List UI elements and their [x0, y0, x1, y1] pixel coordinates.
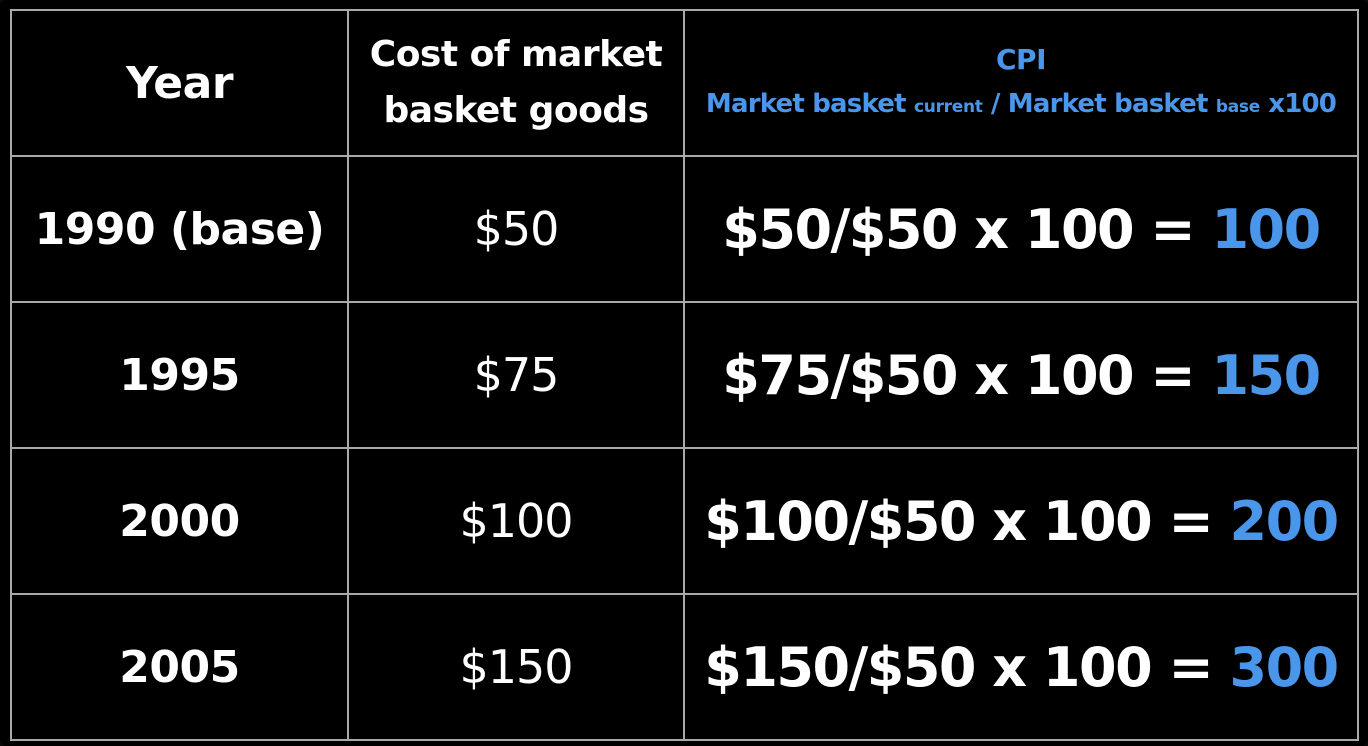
header-cost: Cost of market basket goods [350, 27, 682, 139]
cpi-cell: $150/$50 x 100 = 300 [683, 593, 1359, 741]
cpi-table: Year Cost of market basket goods CPI Mar… [10, 9, 1359, 741]
cost-value: $150 [459, 640, 573, 694]
year-cell: 2005 [10, 593, 349, 741]
cost-value: $75 [473, 348, 560, 402]
header-year: Year [125, 57, 234, 109]
table-row: 2000 $100 $100/$50 x 100 = 200 [10, 447, 1359, 595]
year-value: 2000 [119, 495, 240, 547]
cpi-cell: $100/$50 x 100 = 200 [683, 447, 1359, 595]
table-row: 2005 $150 $150/$50 x 100 = 300 [10, 593, 1359, 741]
cpi-formula-text: $100/$50 x 100 = [704, 489, 1230, 553]
year-value: 1995 [119, 349, 240, 401]
cost-cell: $50 [347, 155, 685, 303]
formula-sub-current: current [913, 96, 983, 117]
year-value: 1990 (base) [34, 203, 325, 255]
year-cell: 1995 [10, 301, 349, 449]
cost-cell: $150 [347, 593, 685, 741]
cpi-result: 150 [1211, 343, 1321, 407]
header-cpi-title: CPI [996, 42, 1047, 76]
header-cpi-cell: CPI Market basket current / Market baske… [683, 9, 1359, 157]
cpi-result: 200 [1229, 489, 1340, 553]
formula-sub-base: base [1215, 96, 1260, 117]
year-cell: 2000 [10, 447, 349, 595]
cpi-calculation: $75/$50 x 100 = 150 [722, 343, 1321, 407]
cost-cell: $75 [347, 301, 685, 449]
header-cpi: CPI Market basket current / Market baske… [686, 38, 1356, 129]
cost-cell: $100 [347, 447, 685, 595]
formula-part3: x100 [1259, 88, 1337, 119]
header-cost-line1: Cost of market [369, 34, 663, 75]
table-row: 1995 $75 $75/$50 x 100 = 150 [10, 301, 1359, 449]
header-year-cell: Year [10, 9, 349, 157]
header-cost-line2: basket goods [383, 90, 649, 131]
formula-part2: / Market basket [982, 88, 1216, 119]
cost-value: $50 [473, 202, 560, 256]
year-cell: 1990 (base) [10, 155, 349, 303]
table-row: 1990 (base) $50 $50/$50 x 100 = 100 [10, 155, 1359, 303]
formula-part1: Market basket [705, 88, 914, 119]
cpi-formula-text: $150/$50 x 100 = [704, 635, 1230, 699]
header-cpi-formula: Market basket current / Market basket ba… [686, 82, 1356, 129]
cpi-calculation: $50/$50 x 100 = 100 [722, 197, 1321, 261]
cpi-calculation: $100/$50 x 100 = 200 [704, 489, 1340, 553]
header-row: Year Cost of market basket goods CPI Mar… [10, 9, 1359, 157]
header-cost-cell: Cost of market basket goods [347, 9, 685, 157]
cpi-result: 100 [1211, 197, 1321, 261]
year-value: 2005 [119, 641, 240, 693]
cpi-cell: $50/$50 x 100 = 100 [683, 155, 1359, 303]
cpi-formula-text: $75/$50 x 100 = [722, 343, 1212, 407]
cpi-calculation: $150/$50 x 100 = 300 [704, 635, 1340, 699]
cpi-cell: $75/$50 x 100 = 150 [683, 301, 1359, 449]
cpi-result: 300 [1229, 635, 1340, 699]
cpi-formula-text: $50/$50 x 100 = [722, 197, 1212, 261]
cost-value: $100 [459, 494, 573, 548]
